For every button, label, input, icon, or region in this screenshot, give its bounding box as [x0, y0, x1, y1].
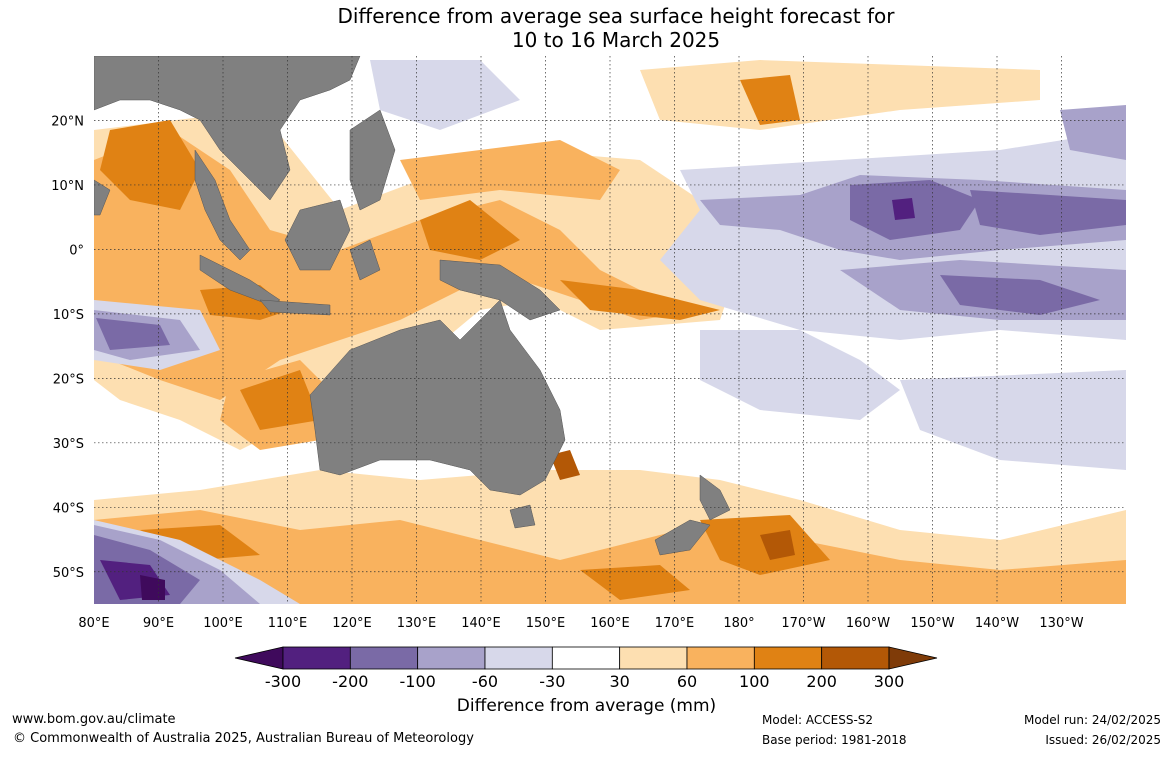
colorbar-min-extension	[234, 646, 284, 670]
colorbar-tick-label: 60	[677, 672, 697, 691]
copyright-text: © Commonwealth of Australia 2025, Austra…	[13, 731, 474, 746]
model-run-date: Model run: 24/02/2025	[1023, 713, 1161, 727]
colorbar-segment	[619, 646, 688, 670]
colorbar-segment	[753, 646, 823, 670]
band-100-200-solomon	[560, 280, 720, 320]
model-name: Model: ACCESS-S2	[762, 713, 874, 727]
colorbar-svg: -300 -200 -100 -60 -30 30 60 100 200 300	[234, 646, 938, 691]
latitude-labels: 20°N 10°N 0° 10°S 20°S 30°S 40°S 50°S	[51, 114, 84, 580]
longitude-label: 160°E	[590, 616, 630, 631]
band-neg100-200-south-equatorial	[940, 275, 1100, 315]
latitude-label: 10°S	[53, 308, 84, 323]
band-neg100-200-central-pacific	[850, 180, 980, 240]
band-neg30-60-south-pacific	[900, 370, 1126, 470]
band-100-200-southern-1	[140, 525, 260, 560]
latitude-label: 20°S	[53, 372, 84, 387]
colorbar-title: Difference from average (mm)	[456, 696, 717, 716]
website-link[interactable]: www.bom.gov.au/climate	[12, 712, 176, 727]
band-60-100-maritime	[94, 130, 700, 400]
longitude-label: 130°E	[397, 616, 437, 631]
latitude-label: 20°N	[51, 114, 84, 129]
latitude-label: 50°S	[53, 566, 84, 581]
issued-date: Issued: 26/02/2025	[1045, 733, 1161, 747]
colorbar-segment	[282, 646, 351, 670]
graticule	[94, 56, 1126, 604]
latitude-label: 40°S	[53, 501, 84, 516]
land-masses	[94, 56, 731, 556]
longitude-label: 170°E	[655, 616, 695, 631]
longitude-label: 120°E	[332, 616, 372, 631]
band-200-300-east-australia	[550, 450, 580, 480]
land-java	[259, 299, 331, 316]
longitude-label: 160°W	[846, 616, 890, 631]
chart-title: Difference from average sea surface heig…	[0, 4, 1173, 52]
latitude-label: 0°	[69, 243, 84, 258]
colorbar-max-extension	[888, 646, 938, 670]
band-neg30-60-coral-sea-east	[700, 330, 900, 420]
colorbar-segment	[484, 646, 553, 670]
land-philippines	[349, 109, 396, 211]
longitude-label: 140°E	[461, 616, 501, 631]
band-100-200-southern-2	[580, 565, 690, 600]
colorbar-segment	[417, 646, 486, 670]
land-asia	[94, 56, 361, 201]
longitude-label: 140°W	[975, 616, 1019, 631]
colorbar-segment	[349, 646, 419, 670]
band-neg100-200-east-pacific	[970, 190, 1126, 235]
colorbar-tick-label: -200	[332, 672, 368, 691]
colorbar-tick-label: -30	[539, 672, 565, 691]
longitude-label: 100°E	[203, 616, 243, 631]
colorbar-tick-label: 30	[609, 672, 629, 691]
land-new-zealand-north	[699, 474, 731, 521]
colorbar: -300 -200 -100 -60 -30 30 60 100 200 300	[0, 640, 1173, 700]
band-100-200-west-australia	[240, 370, 320, 430]
longitude-label: 170°W	[781, 616, 825, 631]
colorbar-tick-label: -60	[472, 672, 498, 691]
colorbar-tick-label: -100	[400, 672, 436, 691]
land-sulawesi	[349, 239, 381, 281]
longitude-labels: 80°E 90°E 100°E 110°E 120°E 130°E 140°E 150°E 16…	[78, 616, 1083, 631]
map-svg: 20°N 10°N 0° 10°S 20°S 30°S 40°S 50°S 80°E 90°E 1…	[51, 56, 1126, 631]
colorbar-tick-label: 200	[806, 672, 837, 691]
latitude-label: 30°S	[53, 437, 84, 452]
land-australia	[309, 299, 566, 496]
base-period: Base period: 1981-2018	[762, 733, 907, 747]
longitude-label: 180°	[723, 616, 754, 631]
title-line-2: 10 to 16 March 2025	[511, 28, 721, 52]
land-new-guinea	[439, 259, 561, 321]
longitude-label: 90°E	[143, 616, 174, 631]
land-malay-peninsula	[194, 149, 251, 261]
land-india-tip	[94, 179, 111, 216]
land-borneo	[284, 199, 351, 271]
band-neg200-300-central-pacific	[892, 198, 915, 220]
colorbar-segment	[821, 646, 890, 670]
longitude-label: 150°E	[526, 616, 566, 631]
band-30-60-north-pacific	[640, 60, 1040, 130]
band-100-200-new-guinea-north	[420, 200, 520, 260]
longitude-label: 110°E	[268, 616, 308, 631]
land-tasmania	[509, 504, 536, 529]
sea-surface-height-map: 20°N 10°N 0° 10°S 20°S 30°S 40°S 50°S 80°E 90°E 1…	[51, 56, 1126, 631]
band-neg30-60-north	[370, 60, 520, 130]
band-100-200-north-pacific	[740, 75, 800, 125]
latitude-label: 10°N	[51, 179, 84, 194]
title-line-1: Difference from average sea surface heig…	[337, 4, 895, 28]
colorbar-segment	[686, 646, 755, 670]
band-neg60-100-north-east	[1060, 105, 1126, 160]
colorbar-segment	[551, 646, 621, 670]
band-100-200-bay-of-bengal	[100, 120, 200, 210]
longitude-label: 130°W	[1039, 616, 1083, 631]
band-neg100-200-indian-ocean	[96, 318, 170, 350]
anomaly-field	[94, 60, 1126, 604]
colorbar-tick-label: -300	[265, 672, 301, 691]
band-200-300-tasman	[760, 530, 795, 560]
longitude-label: 80°E	[78, 616, 109, 631]
land-new-zealand-south	[654, 519, 711, 556]
colorbar-tick-label: 100	[739, 672, 770, 691]
longitude-label: 150°W	[910, 616, 954, 631]
colorbar-tick-label: 300	[874, 672, 905, 691]
